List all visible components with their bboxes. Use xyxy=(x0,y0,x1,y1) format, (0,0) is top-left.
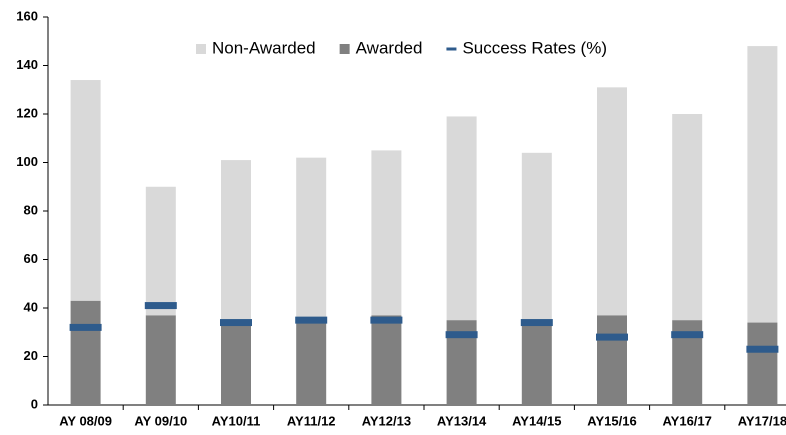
x-tick-label: AY10/11 xyxy=(212,413,261,428)
bar-segment xyxy=(145,186,176,316)
bar-segment xyxy=(221,322,251,405)
success-rate-marker xyxy=(69,323,102,331)
legend-label: Non-Awarded xyxy=(212,38,316,57)
bar-segment xyxy=(597,315,627,405)
bar-segment xyxy=(371,315,402,405)
bar-segment xyxy=(145,315,176,405)
x-tick-label: AY 08/09 xyxy=(59,413,112,428)
success-rate-marker xyxy=(220,319,252,327)
y-tick-label: 100 xyxy=(16,154,38,169)
y-tick-label: 140 xyxy=(16,57,38,72)
bar-segment xyxy=(597,87,627,316)
x-tick-label: AY16/17 xyxy=(662,413,711,428)
bar-segment xyxy=(70,80,101,301)
bar-segment xyxy=(296,322,327,405)
legend-swatch xyxy=(196,44,206,54)
success-rate-marker xyxy=(370,316,403,324)
y-tick-label: 60 xyxy=(24,251,38,266)
y-tick-label: 20 xyxy=(24,348,38,363)
bar-segment xyxy=(446,116,477,321)
bar-segment xyxy=(296,157,327,323)
y-tick-label: 80 xyxy=(24,202,38,217)
success-rate-marker xyxy=(295,316,328,324)
success-rate-marker xyxy=(671,331,704,339)
success-rate-marker xyxy=(596,333,628,341)
bar-segment xyxy=(70,300,101,405)
x-tick-label: AY 09/10 xyxy=(134,413,187,428)
success-rate-marker xyxy=(144,302,177,310)
bar-segment xyxy=(747,322,778,405)
bar-segment xyxy=(521,322,552,405)
legend-swatch xyxy=(446,47,457,51)
legend-label: Awarded xyxy=(356,38,423,57)
success-rate-marker xyxy=(746,345,779,353)
y-tick-label: 120 xyxy=(16,105,38,120)
success-rate-marker xyxy=(445,331,478,339)
y-tick-label: 0 xyxy=(31,396,38,411)
x-tick-label: AY13/14 xyxy=(437,413,487,428)
bar-segment xyxy=(521,152,552,323)
legend-swatch xyxy=(339,44,350,54)
legend-label: Success Rates (%) xyxy=(462,38,607,57)
x-tick-label: AY14/15 xyxy=(512,413,561,428)
x-tick-label: AY17/18 xyxy=(738,413,786,428)
success-rate-marker xyxy=(520,319,553,327)
x-tick-label: AY12/13 xyxy=(362,413,411,428)
x-tick-label: AY11/12 xyxy=(287,413,336,428)
y-tick-label: 40 xyxy=(24,299,38,314)
bar-segment xyxy=(747,46,778,323)
bar-segment xyxy=(672,114,703,321)
y-tick-label: 160 xyxy=(16,8,38,23)
bar-segment xyxy=(221,160,251,323)
x-tick-label: AY15/16 xyxy=(587,413,636,428)
bar-segment xyxy=(371,150,402,316)
